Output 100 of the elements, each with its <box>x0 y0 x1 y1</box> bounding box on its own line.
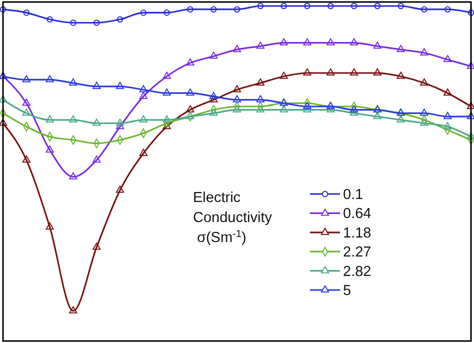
point <box>46 75 54 82</box>
legend-label: 0.1 <box>343 187 364 203</box>
point <box>210 52 218 59</box>
point <box>350 108 358 116</box>
point <box>326 105 335 112</box>
point <box>350 68 358 76</box>
point <box>22 75 30 82</box>
point <box>162 88 171 96</box>
point <box>232 105 242 112</box>
point <box>116 82 124 89</box>
point <box>257 2 264 10</box>
point <box>46 16 53 23</box>
point <box>232 85 242 92</box>
point <box>70 20 76 26</box>
point <box>92 242 101 250</box>
point <box>444 88 452 96</box>
point <box>466 132 474 140</box>
point <box>303 105 312 112</box>
point <box>69 115 78 122</box>
point <box>280 38 288 46</box>
legend-label: 2.27 <box>343 244 372 261</box>
point <box>466 102 474 110</box>
point <box>210 92 218 100</box>
point <box>304 2 310 10</box>
point <box>92 155 101 163</box>
point <box>280 98 288 106</box>
point <box>373 42 382 49</box>
point <box>0 95 8 102</box>
point <box>92 118 101 126</box>
point <box>162 115 171 122</box>
point <box>421 6 428 12</box>
point <box>69 172 78 180</box>
point <box>139 85 148 92</box>
point <box>444 54 452 62</box>
point <box>116 122 124 130</box>
legend-label: 5 <box>343 283 352 299</box>
point <box>444 122 452 130</box>
point <box>396 108 405 116</box>
point <box>22 98 30 106</box>
point <box>92 82 101 89</box>
point <box>444 6 451 12</box>
point <box>466 112 474 120</box>
point <box>210 6 217 12</box>
point <box>116 186 124 193</box>
point <box>116 16 124 23</box>
point <box>23 10 30 16</box>
point <box>234 6 240 12</box>
point <box>22 155 30 163</box>
point <box>327 2 334 10</box>
point <box>373 105 382 112</box>
point <box>256 78 264 86</box>
point <box>140 10 147 16</box>
point <box>303 102 312 110</box>
point <box>420 118 428 126</box>
point <box>420 78 428 86</box>
legend-label: 0.64 <box>343 206 372 222</box>
point <box>373 68 382 76</box>
point <box>396 115 405 122</box>
point <box>162 72 171 79</box>
point <box>374 2 381 10</box>
point <box>186 88 194 96</box>
point <box>234 102 240 112</box>
point <box>46 145 54 153</box>
point <box>256 42 264 49</box>
point <box>350 2 358 10</box>
point <box>350 38 358 46</box>
point <box>116 135 124 145</box>
point <box>139 148 148 156</box>
point <box>444 112 452 120</box>
point <box>326 38 335 46</box>
point <box>326 102 335 110</box>
point <box>186 105 194 112</box>
point <box>69 306 78 314</box>
point <box>46 222 54 230</box>
point <box>186 112 194 120</box>
point <box>164 10 170 16</box>
point <box>373 112 382 120</box>
point <box>256 95 264 102</box>
point <box>116 118 124 126</box>
point <box>256 105 264 112</box>
point <box>420 108 428 116</box>
point <box>139 92 148 100</box>
point <box>46 115 54 122</box>
point <box>93 20 100 26</box>
point <box>0 118 8 126</box>
point <box>22 108 30 116</box>
point <box>210 108 218 116</box>
point <box>69 78 78 86</box>
point <box>187 6 194 12</box>
point <box>398 2 404 10</box>
point <box>232 44 242 52</box>
point <box>303 68 312 76</box>
point <box>232 95 242 102</box>
point <box>280 2 287 10</box>
point <box>420 48 428 56</box>
legend-label: 1.18 <box>343 225 372 242</box>
point <box>186 58 194 66</box>
point <box>466 62 474 69</box>
point <box>280 105 288 112</box>
point <box>139 115 148 122</box>
